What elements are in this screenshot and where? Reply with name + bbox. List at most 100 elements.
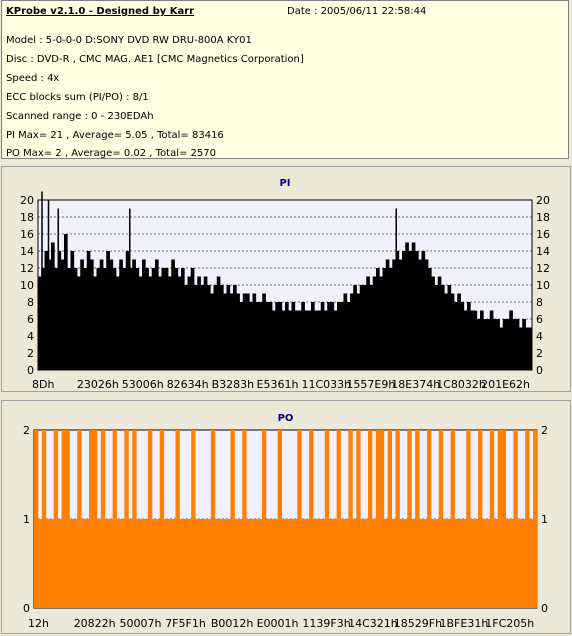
po-bar [210,430,216,608]
pi-bar [181,268,185,370]
po-bar [77,430,82,608]
pi-bar [320,302,325,370]
pi-bar [265,302,270,370]
po-bar [505,519,510,608]
pi-bar [164,268,169,370]
po-bar [383,519,389,608]
pi-bar [450,293,455,370]
po-bar [261,430,267,608]
pi-bar [103,268,107,370]
pi-bar [249,302,253,370]
po-bar [462,519,467,608]
po-bar [45,519,51,608]
app-title: KProbe v2.1.0 - Designed by Karr [6,6,195,17]
pi-bar [460,302,465,370]
pi-bar [405,242,409,370]
pi-ytick-left: 14 [20,245,34,258]
po-bar [356,430,361,608]
pi-bar [216,276,221,370]
po-xtick: 1BFE31h [440,617,489,630]
pi-bar [272,310,276,370]
po-bar [140,519,145,608]
pi-chart-title: PI [279,178,290,189]
po-bar [65,430,70,608]
pi-bar [421,251,426,370]
pi-bar [54,268,58,370]
pi-bar [93,276,97,370]
pi-ytick-right: 6 [536,313,543,326]
po-bar [375,430,381,608]
po-bar [202,519,208,608]
pi-bar [389,268,393,370]
pi-xtick: 201E62h [481,378,530,391]
po-bar [250,519,255,608]
pi-bar [246,293,250,370]
po-bar [509,519,514,608]
po-bar [450,430,455,608]
po-bar [485,519,491,608]
po-bar [426,430,432,608]
po-bar [167,519,172,608]
pi-ytick-right: 18 [536,211,550,224]
po-bar [69,519,74,608]
pi-bar [327,302,331,370]
pi-bar [122,268,127,370]
po-bar [57,519,62,608]
pi-bar [233,285,237,370]
pi-bar [307,310,312,370]
pi-bar [398,259,403,370]
po-bar [458,519,463,608]
pi-bar [311,302,315,370]
pi-bar [41,268,45,370]
pi-bar [444,293,448,370]
pi-bar [493,319,497,370]
po-bar [419,519,424,608]
po-bar [214,519,220,608]
po-bar [242,430,247,608]
pi-bar [171,259,175,370]
pi-bar [294,310,299,370]
po-bar [328,519,334,608]
pi-bar [129,268,133,370]
po-bar [454,519,459,608]
po-ytick-left: 1 [23,513,30,526]
pi-bar [359,285,364,370]
pi-bar [184,285,188,370]
pi-bar [304,310,309,370]
po-bar [332,519,337,608]
pi-bar [519,327,523,370]
po-bar [368,430,373,608]
po-bar [234,519,239,608]
pi-bar [125,251,130,370]
po-bar [344,519,349,608]
pi-bar [441,285,445,370]
pi-bar [239,302,244,370]
po-bar [230,430,235,608]
pi-ytick-right: 10 [536,279,550,292]
po-bar [340,519,345,608]
pi-bar [418,259,422,370]
pi-bar [379,276,383,370]
pi-bar [168,276,172,370]
pi-bar [44,251,49,370]
pi-bar [454,302,458,370]
pi-bar [463,310,468,370]
po-bar [34,430,39,608]
po-bar [132,430,137,608]
pi-bar [467,302,471,370]
pi-bar [340,302,344,370]
po-bar [183,519,188,608]
po-xtick: 1FC205h [485,617,534,630]
pi-bar [473,310,478,370]
pi-ytick-right: 16 [536,228,550,241]
pi-bar [220,285,224,370]
pi-peak-bar [395,208,397,370]
pi-bar [376,268,380,370]
po-bar [73,519,78,608]
po-bar [269,519,275,608]
po-xtick: B0012h [211,617,254,630]
pi-bar [476,319,481,370]
pi-bar [80,259,84,370]
pi-bar [229,293,234,370]
pi-bar [109,259,114,370]
